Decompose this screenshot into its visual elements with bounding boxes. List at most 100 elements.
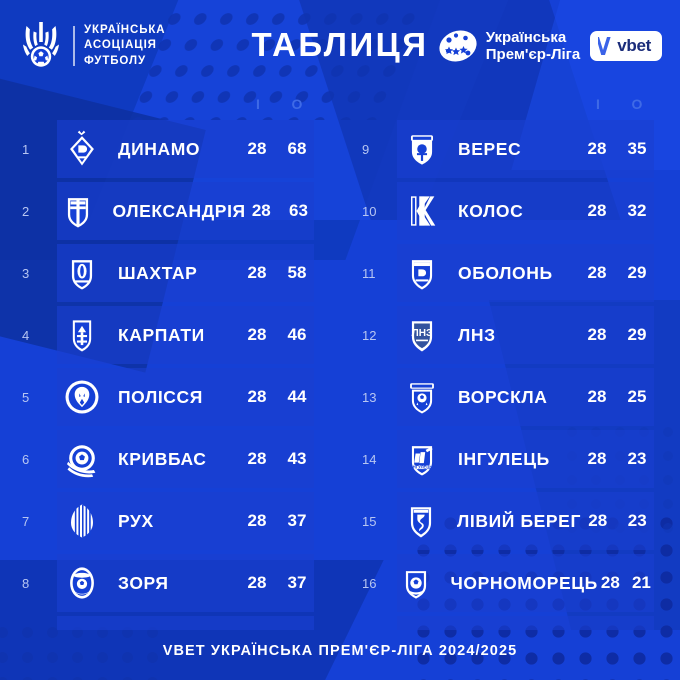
row-rank: 2 xyxy=(22,203,30,219)
row-rank: 1 xyxy=(22,141,30,157)
veres-crest xyxy=(398,127,446,171)
row-rank: 4 xyxy=(22,327,30,343)
row-points: 37 xyxy=(287,511,307,530)
table-row[interactable]: 4 КАРПАТИ 28 46 xyxy=(0,306,340,364)
row-played: 28 xyxy=(247,139,267,158)
table-row[interactable]: 14 ІНГУЛЕЦЬ ІНГУЛЕЦЬ 28 23 xyxy=(340,430,680,488)
row-points: 46 xyxy=(287,325,307,344)
row-points: 63 xyxy=(288,201,308,220)
table-row[interactable]: 1 ДИНАМО 28 68 xyxy=(0,120,340,178)
oleksandriya-crest xyxy=(56,189,100,233)
logo-divider xyxy=(73,26,75,66)
row-points: 29 xyxy=(627,325,647,344)
row-played: 28 xyxy=(587,263,607,282)
row-rank: 5 xyxy=(22,389,30,405)
row-rank: 12 xyxy=(362,327,377,343)
table-row[interactable]: 7 РУХ 28 37 xyxy=(0,492,340,550)
row-played: 28 xyxy=(247,511,267,530)
row-points: 35 xyxy=(627,139,647,158)
livyi-bereh-crest xyxy=(398,499,445,543)
polissya-crest xyxy=(58,375,106,419)
row-club-name: ВОРСКЛА xyxy=(458,386,548,407)
header-played-right: І xyxy=(596,96,600,112)
obolon-crest xyxy=(398,251,446,295)
row-played: 28 xyxy=(588,511,608,530)
row-played: 28 xyxy=(587,201,607,220)
row-club-name: ОБОЛОНЬ xyxy=(458,262,553,283)
table-row[interactable]: 13 ВОРСКЛА 28 25 xyxy=(340,368,680,426)
kryvbas-crest xyxy=(58,437,106,481)
zorya-crest xyxy=(58,561,106,605)
row-rank: 16 xyxy=(362,575,377,591)
table-row[interactable]: 9 ВЕРЕС 28 35 xyxy=(340,120,680,178)
row-rank: 11 xyxy=(362,265,376,281)
standings-rows-right: 9 ВЕРЕС 28 35 10 КОЛОС 28 32 11 ОБОЛОНЬ 28 29 12 … xyxy=(340,120,680,612)
row-stub-left xyxy=(0,616,340,630)
row-club-name: ЛНЗ xyxy=(458,324,496,345)
row-rank: 10 xyxy=(362,203,377,219)
standings-columns: І О 1 ДИНАМО 28 68 2 ОЛЕКСАНДРІЯ 28 63 3 ШАХТА… xyxy=(0,92,680,630)
table-row[interactable]: 6 КРИВБАС 28 43 xyxy=(0,430,340,488)
row-club-name: ЧОРНОМОРЕЦЬ xyxy=(450,572,598,593)
row-background xyxy=(397,554,654,612)
row-background xyxy=(397,120,654,178)
table-row[interactable]: 2 ОЛЕКСАНДРІЯ 28 63 xyxy=(0,182,340,240)
row-points: 37 xyxy=(287,573,307,592)
table-row[interactable]: 5 ПОЛІССЯ 28 44 xyxy=(0,368,340,426)
karpaty-crest xyxy=(58,313,106,357)
row-points: 58 xyxy=(287,263,307,282)
background-dots-bottom-left xyxy=(0,620,160,680)
upl-line-1: Українська xyxy=(485,28,567,46)
vbet-wordmark: vbet xyxy=(617,36,651,55)
row-background xyxy=(57,554,314,612)
sponsor-lockup: Українська Прем'єр-Ліга vbet xyxy=(438,26,662,66)
header-played-left: І xyxy=(256,96,260,112)
dynamo-kyiv-crest xyxy=(58,127,106,171)
row-background xyxy=(57,368,314,426)
row-club-name: ЗОРЯ xyxy=(118,572,169,593)
table-row[interactable]: 8 ЗОРЯ 28 37 xyxy=(0,554,340,612)
upl-line-2: Прем'єр-Ліга xyxy=(485,46,581,63)
vbet-v-icon xyxy=(596,36,612,56)
row-rank: 9 xyxy=(362,141,370,157)
column-headers-right: І О xyxy=(340,92,680,120)
row-club-name: КАРПАТИ xyxy=(118,324,205,345)
row-played: 28 xyxy=(251,201,271,220)
uaf-wordmark: УКРАЇНСЬКА АСОЦІАЦІЯ ФУТБОЛУ xyxy=(84,23,166,70)
row-club-name: ЛІВИЙ БЕРЕГ xyxy=(457,510,581,531)
table-row[interactable]: 10 КОЛОС 28 32 xyxy=(340,182,680,240)
table-row[interactable]: 12 ЛНЗ ЛНЗ 28 29 xyxy=(340,306,680,364)
row-played: 28 xyxy=(247,263,267,282)
header-points-right: О xyxy=(631,96,643,112)
row-played: 28 xyxy=(587,387,607,406)
row-rank: 13 xyxy=(362,389,377,405)
row-played: 28 xyxy=(587,325,607,344)
chornomorets-crest xyxy=(394,561,438,605)
row-club-name: ІНГУЛЕЦЬ xyxy=(458,448,550,469)
row-background xyxy=(397,244,654,302)
row-played: 28 xyxy=(600,573,620,592)
svg-text:ЛНЗ: ЛНЗ xyxy=(412,328,433,339)
kolos-crest xyxy=(398,189,446,233)
rukh-lviv-crest xyxy=(58,499,106,543)
table-row[interactable]: 11 ОБОЛОНЬ 28 29 xyxy=(340,244,680,302)
row-rank: 3 xyxy=(22,265,30,281)
table-row[interactable]: 16 ЧОРНОМОРЕЦЬ 28 21 xyxy=(340,554,680,612)
row-club-name: ПОЛІССЯ xyxy=(118,386,203,407)
column-headers-left: І О xyxy=(0,92,340,120)
row-club-name: ДИНАМО xyxy=(118,138,201,159)
uaf-logo-lockup: УКРАЇНСЬКА АСОЦІАЦІЯ ФУТБОЛУ xyxy=(18,20,166,72)
upl-ball-icon xyxy=(438,26,478,66)
row-club-name: ВЕРЕС xyxy=(458,138,522,159)
row-background xyxy=(57,306,314,364)
table-row[interactable]: 15 ЛІВИЙ БЕРЕГ 28 23 xyxy=(340,492,680,550)
row-played: 28 xyxy=(247,573,267,592)
row-background xyxy=(397,368,654,426)
standings-column-left: І О 1 ДИНАМО 28 68 2 ОЛЕКСАНДРІЯ 28 63 3 ШАХТА… xyxy=(0,92,340,630)
vorskla-crest xyxy=(398,375,446,419)
table-row[interactable]: 3 ШАХТАР 28 58 xyxy=(0,244,340,302)
ukraine-trident-football-icon xyxy=(18,20,64,72)
row-points: 32 xyxy=(627,201,647,220)
footer: VBET УКРАЇНСЬКА ПРЕМ'ЄР-ЛІГА 2024/2025 xyxy=(0,622,680,680)
svg-text:ІНГУЛЕЦЬ: ІНГУЛЕЦЬ xyxy=(412,464,433,469)
